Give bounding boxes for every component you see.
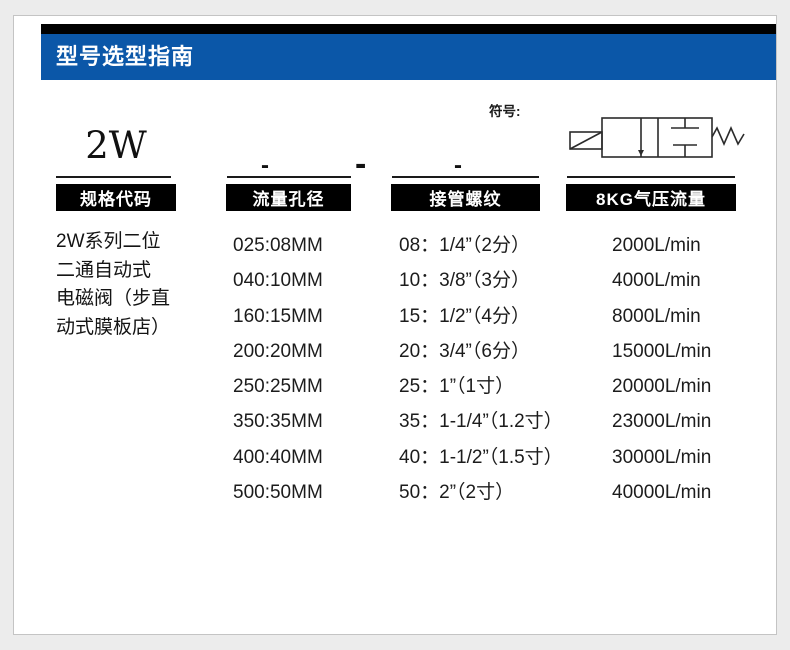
list-item: 50：2”（2寸）	[399, 482, 515, 504]
list-item: 40000L/min	[612, 482, 712, 504]
column-header-aperture: 流量孔径	[226, 184, 351, 211]
description-line: 电磁阀（步直	[56, 288, 171, 309]
list-item: 08：1/4”（2分）	[399, 235, 530, 256]
list-item: 350:35MM	[233, 411, 323, 433]
column-header-spec-code: 规格代码	[56, 184, 176, 211]
model-code-dash-aperture: -	[261, 152, 269, 179]
column-underline-aperture	[227, 176, 351, 178]
list-item: 8000L/min	[612, 305, 701, 327]
description-line: 动式膜板店）	[56, 316, 171, 338]
aperture-values-list: 025:08MM 040:10MM 160:15MM 200:20MM 250:…	[233, 228, 323, 510]
flow-arrow	[638, 150, 644, 156]
solenoid-valve-symbol-icon	[569, 117, 745, 158]
column-header-flow: 8KG气压流量	[566, 184, 736, 211]
list-item: 2000L/min	[612, 235, 701, 256]
description-line: 2W系列二位	[56, 231, 161, 252]
model-code-prefix: 2W	[85, 124, 147, 167]
list-item: 250:25MM	[233, 376, 323, 398]
header-bar: 型号选型指南	[41, 34, 776, 80]
list-item: 15000L/min	[612, 340, 712, 362]
column-underline-thread	[392, 176, 539, 178]
list-item: 20：3/4”（6分）	[399, 340, 530, 362]
thread-values-list: 08：1/4”（2分） 10：3/8”（3分） 15：1/2”（4分） 20：3…	[399, 228, 563, 510]
list-item: 35：1-1/4”（1.2寸）	[399, 411, 563, 433]
flow-values-list: 2000L/min 4000L/min 8000L/min 15000L/min…	[612, 228, 711, 510]
list-item: 23000L/min	[612, 411, 712, 433]
spec-description: 2W系列二位 二通自动式 电磁阀（步直 动式膜板店）	[56, 228, 231, 342]
list-item: 400:40MM	[233, 446, 323, 468]
model-code-dash-separator: -	[355, 145, 367, 183]
list-item: 20000L/min	[612, 376, 712, 398]
list-item: 4000L/min	[612, 270, 701, 292]
description-line: 二通自动式	[56, 259, 152, 281]
list-item: 15：1/2”（4分）	[399, 305, 530, 327]
list-item: 200:20MM	[233, 340, 323, 362]
list-item: 500:50MM	[233, 482, 323, 504]
list-item: 040:10MM	[233, 270, 323, 292]
model-code-dash-thread: -	[454, 152, 462, 179]
list-item: 40：1-1/2”（1.5寸）	[399, 446, 563, 468]
content-card: 型号选型指南 2W - - - 符号:	[13, 15, 777, 635]
list-item: 10：3/8”（3分）	[399, 270, 530, 292]
page-title: 型号选型指南	[56, 44, 195, 69]
column-underline-spec	[56, 176, 171, 178]
list-item: 30000L/min	[612, 446, 712, 468]
top-black-bar	[41, 24, 776, 34]
column-header-thread: 接管螺纹	[391, 184, 540, 211]
symbol-label: 符号:	[489, 104, 521, 119]
column-underline-flow	[567, 176, 735, 178]
list-item: 25：1”（1寸）	[399, 376, 515, 398]
list-item: 025:08MM	[233, 235, 323, 256]
list-item: 160:15MM	[233, 305, 323, 327]
